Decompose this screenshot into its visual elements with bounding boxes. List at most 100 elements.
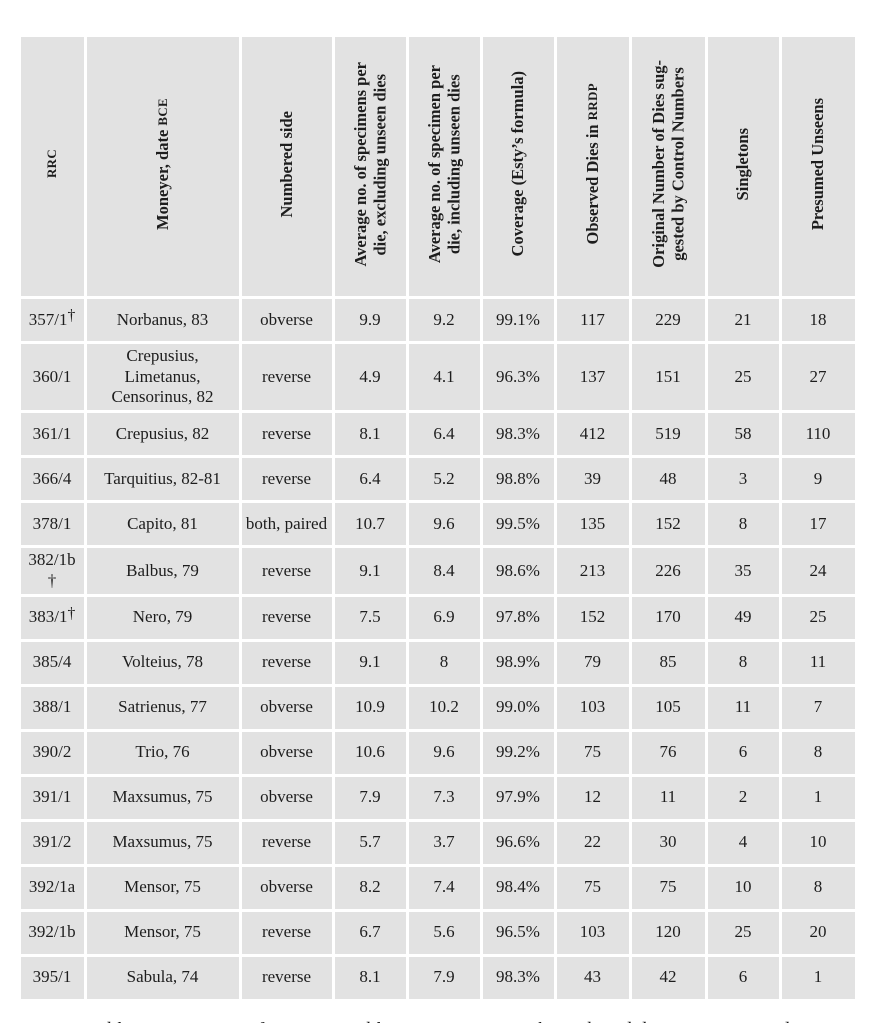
cell-side: reverse xyxy=(241,458,332,501)
cell-moneyer: Crepusius, 82 xyxy=(86,413,239,456)
cell-side: obverse xyxy=(241,686,332,729)
rotated-header-text: Average no. of specimens per die, excludi… xyxy=(351,62,390,267)
rotated-header-text: Coverage (Esty’s formula) xyxy=(508,71,527,256)
cell-rrc: 361/1 xyxy=(20,413,84,456)
cell-coverage: 98.6% xyxy=(482,548,554,594)
cell-original: 42 xyxy=(631,956,705,999)
header-text-segment: Numbered side xyxy=(276,110,296,218)
cell-unseens: 20 xyxy=(781,911,855,954)
cell-rrc: 360/1 xyxy=(20,344,84,411)
column-header-avg-specimen-including: Average no. of specimen per die, includin… xyxy=(408,37,480,296)
rotated-header-text: Original Number of Dies sug-gested by Co… xyxy=(649,60,688,268)
cell-singletons: 25 xyxy=(707,344,779,411)
header-text-segment: die, excluding unseen dies xyxy=(370,73,389,255)
table-row: 392/1b Mensor, 75 reverse 6.7 5.6 96.5% 103 120… xyxy=(20,911,855,954)
cell-avg_excl: 6.4 xyxy=(334,458,406,501)
dagger-marker: † xyxy=(67,307,76,325)
column-header-singletons: Singletons xyxy=(707,37,779,296)
cell-observed: 75 xyxy=(556,731,629,774)
cell-moneyer: Maxsumus, 75 xyxy=(86,821,239,864)
cell-rrc: 392/1a xyxy=(20,866,84,909)
cell-singletons: 25 xyxy=(707,911,779,954)
cell-rrc: 391/1 xyxy=(20,776,84,819)
header-line: Average no. of specimens per xyxy=(351,62,370,267)
cell-avg_excl: 9.1 xyxy=(334,641,406,684)
column-header-observed-dies: Observed Dies in RRDP xyxy=(556,37,629,296)
rrc-number: 366/4 xyxy=(32,468,72,488)
cell-side: reverse xyxy=(241,641,332,684)
cell-original: 105 xyxy=(631,686,705,729)
header-text-segment: RRDP xyxy=(585,83,600,121)
cell-original: 120 xyxy=(631,911,705,954)
cell-singletons: 6 xyxy=(707,956,779,999)
rotated-header-text: Singletons xyxy=(733,128,752,200)
header-text-segment: Original Number of Dies sug- xyxy=(648,60,668,268)
cell-rrc: 366/4 xyxy=(20,458,84,501)
cell-original: 76 xyxy=(631,731,705,774)
rrc-number: 383/1 xyxy=(28,607,68,627)
cell-unseens: 27 xyxy=(781,344,855,411)
cell-avg_incl: 4.1 xyxy=(408,344,480,411)
cell-coverage: 97.8% xyxy=(482,596,554,639)
cell-avg_incl: 5.6 xyxy=(408,911,480,954)
caption-line: Table 1 – Overview of Roman republican c… xyxy=(63,1017,813,1023)
cell-observed: 75 xyxy=(556,866,629,909)
cell-original: 152 xyxy=(631,503,705,546)
cell-avg_excl: 10.7 xyxy=(334,503,406,546)
cell-avg_incl: 7.3 xyxy=(408,776,480,819)
cell-coverage: 98.3% xyxy=(482,956,554,999)
cell-side: reverse xyxy=(241,596,332,639)
cell-moneyer: Nero, 79 xyxy=(86,596,239,639)
cell-moneyer: Mensor, 75 xyxy=(86,866,239,909)
rrc-number: 390/2 xyxy=(32,742,72,762)
header-line: Presumed Unseens xyxy=(808,98,827,230)
rotated-header-text: Numbered side xyxy=(277,111,296,218)
rrc-number: 361/1 xyxy=(32,423,72,443)
cell-side: obverse xyxy=(241,776,332,819)
header-text-segment: RRC xyxy=(45,149,60,179)
cell-side: reverse xyxy=(241,344,332,411)
cell-coverage: 99.2% xyxy=(482,731,554,774)
cell-observed: 135 xyxy=(556,503,629,546)
cell-unseens: 7 xyxy=(781,686,855,729)
column-header-avg-specimens-excluding: Average no. of specimens per die, excludi… xyxy=(334,37,406,296)
cell-unseens: 24 xyxy=(781,548,855,594)
cell-unseens: 11 xyxy=(781,641,855,684)
table-row: 385/4 Volteius, 78 reverse 9.1 8 98.9% 79 85 8 11 xyxy=(20,641,855,684)
cell-rrc: 391/2 xyxy=(20,821,84,864)
cell-side: obverse xyxy=(241,866,332,909)
cell-rrc: 382/1b † xyxy=(20,548,84,594)
cell-avg_excl: 9.9 xyxy=(334,299,406,341)
table-row: 395/1 Sabula, 74 reverse 8.1 7.9 98.3% 43 42 6 1 xyxy=(20,956,855,999)
cell-original: 170 xyxy=(631,596,705,639)
cell-avg_incl: 3.7 xyxy=(408,821,480,864)
cell-observed: 103 xyxy=(556,911,629,954)
cell-moneyer: Trio, 76 xyxy=(86,731,239,774)
cell-original: 48 xyxy=(631,458,705,501)
cell-avg_excl: 5.7 xyxy=(334,821,406,864)
cell-avg_incl: 9.2 xyxy=(408,299,480,341)
cell-side: reverse xyxy=(241,956,332,999)
cell-avg_incl: 7.9 xyxy=(408,956,480,999)
cell-coverage: 97.9% xyxy=(482,776,554,819)
header-line: Average no. of specimen per xyxy=(425,65,444,263)
cell-avg_excl: 8.1 xyxy=(334,956,406,999)
header-row: RRC Moneyer, date BCE Numbered side Average… xyxy=(20,37,855,296)
cell-observed: 43 xyxy=(556,956,629,999)
cell-moneyer: Balbus, 79 xyxy=(86,548,239,594)
cell-avg_incl: 8.4 xyxy=(408,548,480,594)
rotated-header-text: Observed Dies in RRDP xyxy=(583,83,602,244)
cell-moneyer: Crepusius, Limetanus, Censorinus, 82 xyxy=(86,344,239,411)
cell-unseens: 1 xyxy=(781,956,855,999)
cell-avg_incl: 9.6 xyxy=(408,503,480,546)
cell-singletons: 6 xyxy=(707,731,779,774)
header-line: die, including unseen dies xyxy=(444,65,463,263)
column-header-original-number: Original Number of Dies sug-gested by Co… xyxy=(631,37,705,296)
cell-observed: 22 xyxy=(556,821,629,864)
cell-original: 85 xyxy=(631,641,705,684)
cell-rrc: 392/1b xyxy=(20,911,84,954)
cell-singletons: 11 xyxy=(707,686,779,729)
header-line: die, excluding unseen dies xyxy=(370,62,389,267)
cell-side: reverse xyxy=(241,911,332,954)
